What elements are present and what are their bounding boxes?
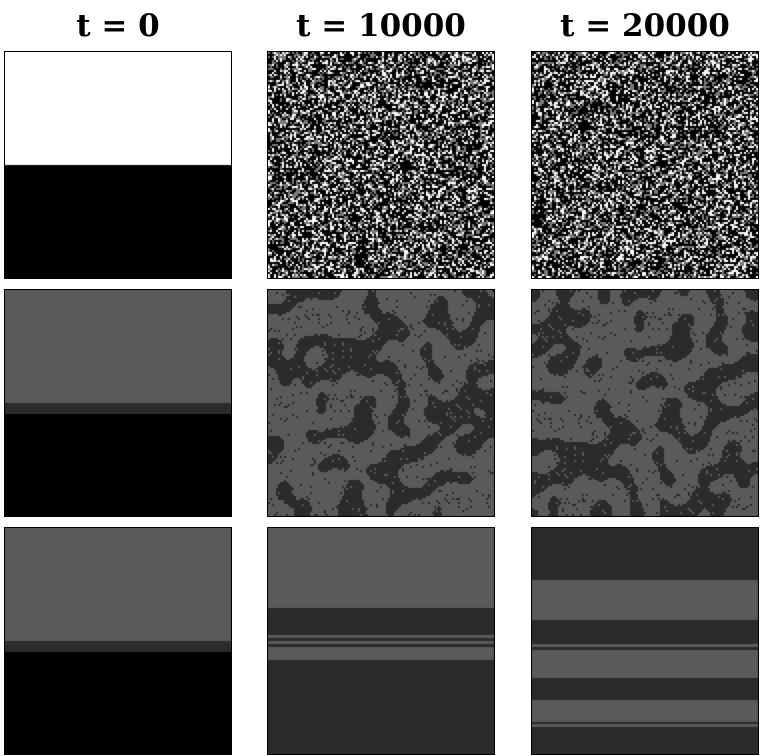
panel-r2-c1 bbox=[267, 527, 495, 755]
panel-image bbox=[5, 290, 231, 516]
panel-image bbox=[268, 528, 494, 754]
panel-image bbox=[268, 52, 494, 278]
panel-r0-c1 bbox=[267, 51, 495, 279]
column-title-1: t = 10000 bbox=[296, 8, 466, 44]
panel-r2-c2 bbox=[531, 527, 759, 755]
panel-r0-c2 bbox=[531, 51, 759, 279]
panel-r1-c2 bbox=[531, 289, 759, 517]
panel-image bbox=[532, 528, 758, 754]
panel-image bbox=[5, 528, 231, 754]
panel-r1-c1 bbox=[267, 289, 495, 517]
panel-image bbox=[532, 52, 758, 278]
panel-image bbox=[5, 52, 231, 278]
panel-r0-c0 bbox=[4, 51, 232, 279]
column-title-0: t = 0 bbox=[76, 8, 160, 44]
column-title-2: t = 20000 bbox=[560, 8, 730, 44]
panel-r1-c0 bbox=[4, 289, 232, 517]
panel-r2-c0 bbox=[4, 527, 232, 755]
panel-image bbox=[532, 290, 758, 516]
panel-image bbox=[268, 290, 494, 516]
